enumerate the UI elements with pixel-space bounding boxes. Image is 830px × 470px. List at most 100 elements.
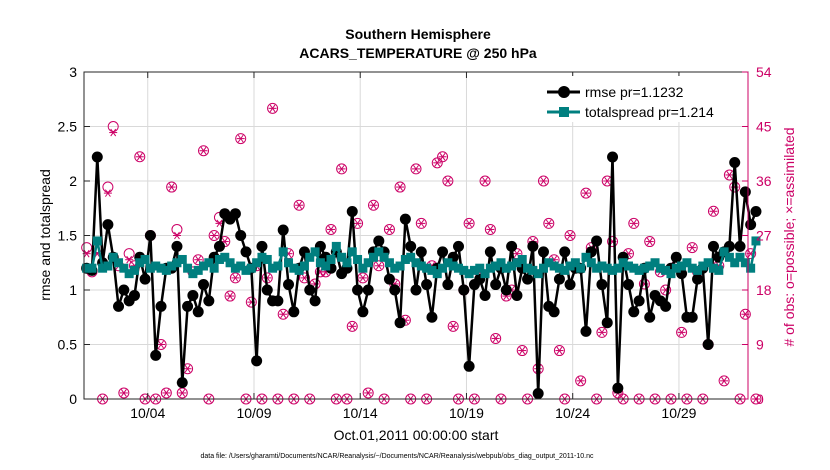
obs-assimilated-marker bbox=[486, 225, 495, 234]
obs-possible-marker bbox=[166, 181, 178, 193]
totalspread-point bbox=[379, 252, 389, 262]
obs-assimilated-marker bbox=[443, 177, 452, 185]
rmse-point bbox=[745, 219, 757, 231]
obs-assimilated-marker bbox=[449, 322, 458, 331]
totalspread-point bbox=[501, 263, 511, 273]
rmse-point bbox=[256, 240, 268, 252]
rmse-point bbox=[410, 284, 422, 296]
x-tick-label: 10/29 bbox=[661, 405, 696, 421]
rmse-point bbox=[415, 246, 427, 258]
totalspread-point bbox=[629, 263, 639, 273]
obs-assimilated-marker bbox=[629, 219, 638, 228]
obs-assimilated-marker bbox=[358, 274, 367, 282]
obs-possible-marker bbox=[277, 308, 289, 320]
totalspread-point bbox=[655, 263, 665, 273]
obs-possible-marker bbox=[447, 320, 459, 332]
totalspread-point bbox=[278, 247, 288, 257]
obs-assimilated-marker bbox=[688, 243, 697, 252]
totalspread-point bbox=[586, 258, 596, 268]
obs-possible-marker bbox=[553, 345, 565, 357]
obs-assimilated-marker bbox=[518, 346, 527, 355]
y-axis-label-left: rmse and totalspread bbox=[37, 169, 53, 301]
obs-assimilated-marker bbox=[412, 165, 420, 173]
totalspread-point bbox=[719, 247, 729, 257]
obs-possible-marker bbox=[628, 217, 640, 229]
rmse-point bbox=[452, 240, 464, 252]
totalspread-point bbox=[735, 252, 745, 262]
data-series bbox=[81, 151, 762, 400]
totalspread-point bbox=[268, 263, 278, 273]
totalspread-point bbox=[135, 258, 145, 268]
rmse-point bbox=[155, 300, 167, 312]
rmse-point bbox=[559, 246, 571, 258]
rmse-point bbox=[187, 289, 199, 301]
totalspread-point bbox=[703, 258, 713, 268]
rmse-point bbox=[532, 388, 544, 400]
rmse-point bbox=[458, 284, 470, 296]
rmse-point bbox=[607, 151, 619, 163]
totalspread-point bbox=[671, 263, 681, 273]
totalspread-point bbox=[337, 252, 347, 262]
y-tick-label-left: 2.5 bbox=[58, 119, 78, 135]
data-file-footnote: data file: /Users/gharamti/Documents/NCA… bbox=[200, 453, 594, 460]
obs-assimilated-marker bbox=[725, 171, 734, 179]
totalspread-point bbox=[544, 258, 554, 268]
obs-assimilated-marker bbox=[199, 146, 208, 155]
obs-assimilated-marker bbox=[337, 165, 346, 173]
rmse-point bbox=[399, 213, 411, 225]
totalspread-point bbox=[677, 261, 687, 271]
totalspread-point bbox=[161, 265, 171, 275]
totalspread-point bbox=[623, 261, 633, 271]
totalspread-point bbox=[661, 265, 671, 275]
obs-possible-marker bbox=[160, 387, 172, 399]
totalspread-point bbox=[459, 265, 469, 275]
obs-possible-marker bbox=[298, 272, 310, 284]
obs-possible-marker bbox=[81, 242, 93, 254]
totalspread-point bbox=[708, 263, 718, 273]
rmse-point bbox=[490, 279, 502, 291]
obs-assimilated-marker bbox=[167, 183, 176, 191]
obs-possible-marker bbox=[362, 387, 374, 399]
obs-possible-marker bbox=[394, 181, 406, 193]
obs-assimilated-marker bbox=[109, 128, 118, 137]
rmse-point bbox=[484, 246, 496, 258]
obs-assimilated-marker bbox=[348, 322, 357, 331]
rmse-point bbox=[511, 289, 523, 301]
obs-assimilated-marker bbox=[396, 183, 405, 191]
rmse-point bbox=[182, 300, 194, 312]
totalspread-point bbox=[554, 263, 564, 273]
totalspread-point bbox=[241, 265, 251, 275]
y-tick-label-right: 0 bbox=[756, 391, 764, 407]
obs-possible-marker bbox=[490, 332, 502, 344]
totalspread-point bbox=[103, 261, 113, 271]
totalspread-point bbox=[480, 269, 490, 279]
obs-assimilated-marker bbox=[433, 159, 442, 167]
obs-assimilated-marker bbox=[327, 225, 336, 234]
obs-possible-marker bbox=[718, 375, 730, 387]
y-tick-label-right: 27 bbox=[756, 228, 772, 244]
y-tick-label-left: 1 bbox=[69, 282, 77, 298]
legend-box bbox=[538, 76, 743, 122]
rmse-point bbox=[500, 284, 512, 296]
totalspread-point bbox=[693, 265, 703, 275]
totalspread-point bbox=[528, 265, 538, 275]
rmse-point bbox=[203, 295, 215, 307]
totalspread-point bbox=[188, 269, 198, 279]
rmse-point bbox=[102, 219, 114, 231]
totalspread-point bbox=[374, 247, 384, 257]
rmse-point bbox=[580, 325, 592, 337]
rmse-point bbox=[272, 295, 284, 307]
totalspread-point bbox=[310, 247, 320, 257]
obs-assimilated-marker bbox=[210, 231, 219, 240]
obs-possible-marker bbox=[373, 260, 385, 272]
rmse-point bbox=[686, 311, 698, 323]
obs-assimilated-marker bbox=[597, 328, 606, 337]
y-axis-label-right: # of obs: o=possible; ×=assimilated bbox=[781, 127, 797, 346]
obs-possible-marker bbox=[750, 393, 762, 405]
rmse-point bbox=[644, 311, 656, 323]
totalspread-point bbox=[331, 241, 341, 251]
obs-possible-marker bbox=[463, 217, 475, 229]
obs-possible-marker bbox=[739, 308, 751, 320]
totalspread-point bbox=[342, 258, 352, 268]
